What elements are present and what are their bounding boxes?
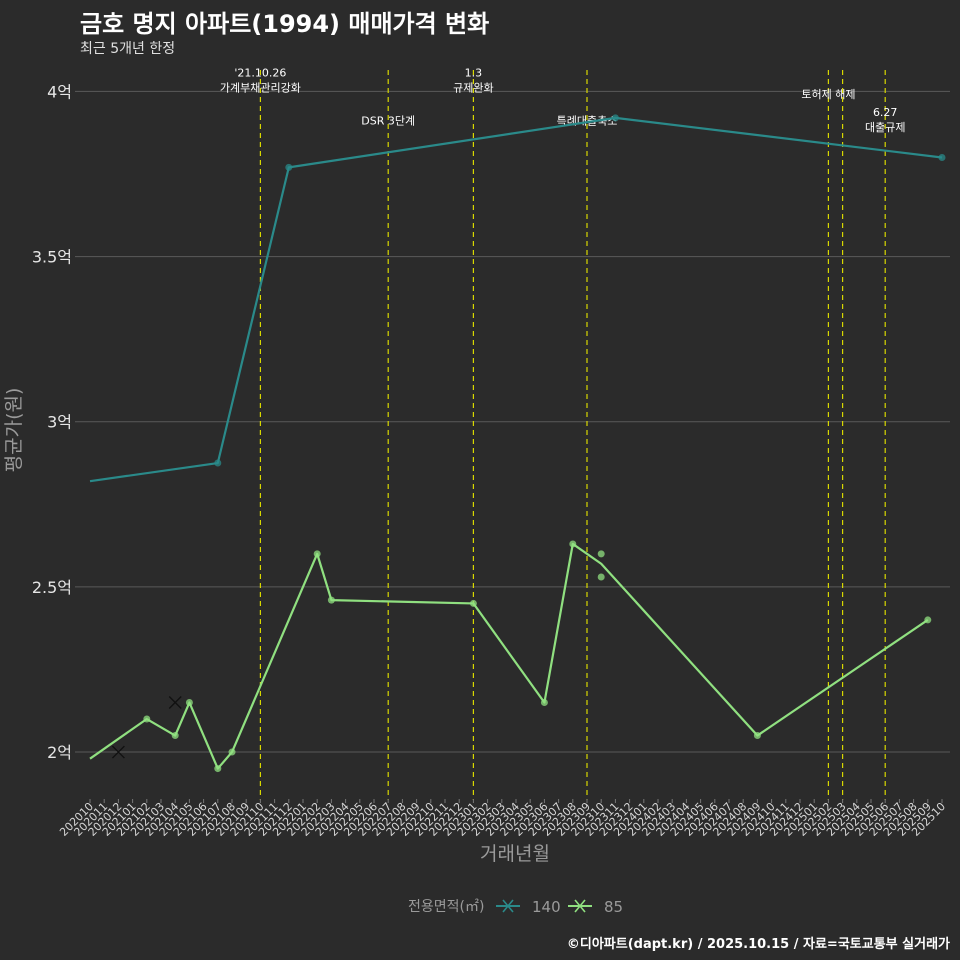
legend: 전용면적(㎡) 140 85 xyxy=(408,898,623,916)
data-point-85 xyxy=(143,715,151,723)
source-caption: ©디아파트(dapt.kr) / 2025.10.15 / 자료=국토교통부 실… xyxy=(566,937,950,952)
y-tick-label: 3.5억 xyxy=(32,248,72,267)
x-marker-stroke xyxy=(168,696,182,710)
y-tick-label: 2.5억 xyxy=(32,578,72,597)
legend-label: 85 xyxy=(604,898,623,916)
data-point-140 xyxy=(214,459,222,467)
legend-label: 140 xyxy=(532,898,561,916)
chart-title: 금호 명지 아파트(1994) 매매가격 변화 xyxy=(80,10,490,38)
y-axis-label: 평균가(원) xyxy=(3,388,25,473)
series-line-85 xyxy=(89,542,929,770)
data-point-85 xyxy=(171,732,179,740)
legend-item-85: 85 xyxy=(568,898,623,916)
data-point-85 xyxy=(469,599,477,607)
axis-layer: 2억2.5억3억3.5억4억20201020201120201220210120… xyxy=(32,82,948,838)
series-layer xyxy=(89,114,946,773)
data-point-140 xyxy=(938,153,946,161)
data-point-85 xyxy=(569,540,577,548)
event-annotation: 대출규제 xyxy=(865,121,905,134)
x-marker-85 xyxy=(168,696,182,710)
x-axis-label: 거래년월 xyxy=(480,843,550,865)
event-annotation: 가계부채관리강화 xyxy=(220,81,301,94)
event-annotation: 1.3 xyxy=(465,66,483,79)
data-point-140 xyxy=(285,163,293,171)
data-point-85 xyxy=(313,550,321,558)
legend-item-140: 140 xyxy=(496,898,561,916)
event-annotation: DSR 3단계 xyxy=(361,114,415,127)
event-annotation: 규제완화 xyxy=(453,81,493,94)
y-tick-label: 2억 xyxy=(47,743,72,762)
y-tick-label: 3억 xyxy=(47,413,72,432)
data-point-85 xyxy=(185,699,193,707)
y-tick-label: 4억 xyxy=(47,82,72,101)
chart-subtitle: 최근 5개년 한정 xyxy=(80,41,176,57)
data-point-85 xyxy=(924,616,932,624)
data-point-85 xyxy=(597,573,605,581)
data-point-85 xyxy=(597,550,605,558)
grid-layer xyxy=(75,90,950,753)
data-point-85 xyxy=(540,699,548,707)
data-point-85 xyxy=(327,596,335,604)
x-marker-85 xyxy=(111,745,125,759)
data-point-85 xyxy=(228,748,236,756)
data-point-85 xyxy=(753,732,761,740)
legend-swatch-x xyxy=(502,899,514,913)
event-annotation: 토허제 해제 xyxy=(801,87,855,101)
legend-title: 전용면적(㎡) xyxy=(408,899,484,915)
data-point-140 xyxy=(611,114,619,122)
x-marker-stroke xyxy=(111,745,125,759)
legend-swatch-x xyxy=(574,899,586,913)
series-line-140 xyxy=(89,116,943,483)
data-point-85 xyxy=(214,765,222,773)
event-annotation: '21.10.26 xyxy=(234,66,286,79)
event-annotation: 6.27 xyxy=(873,106,898,119)
